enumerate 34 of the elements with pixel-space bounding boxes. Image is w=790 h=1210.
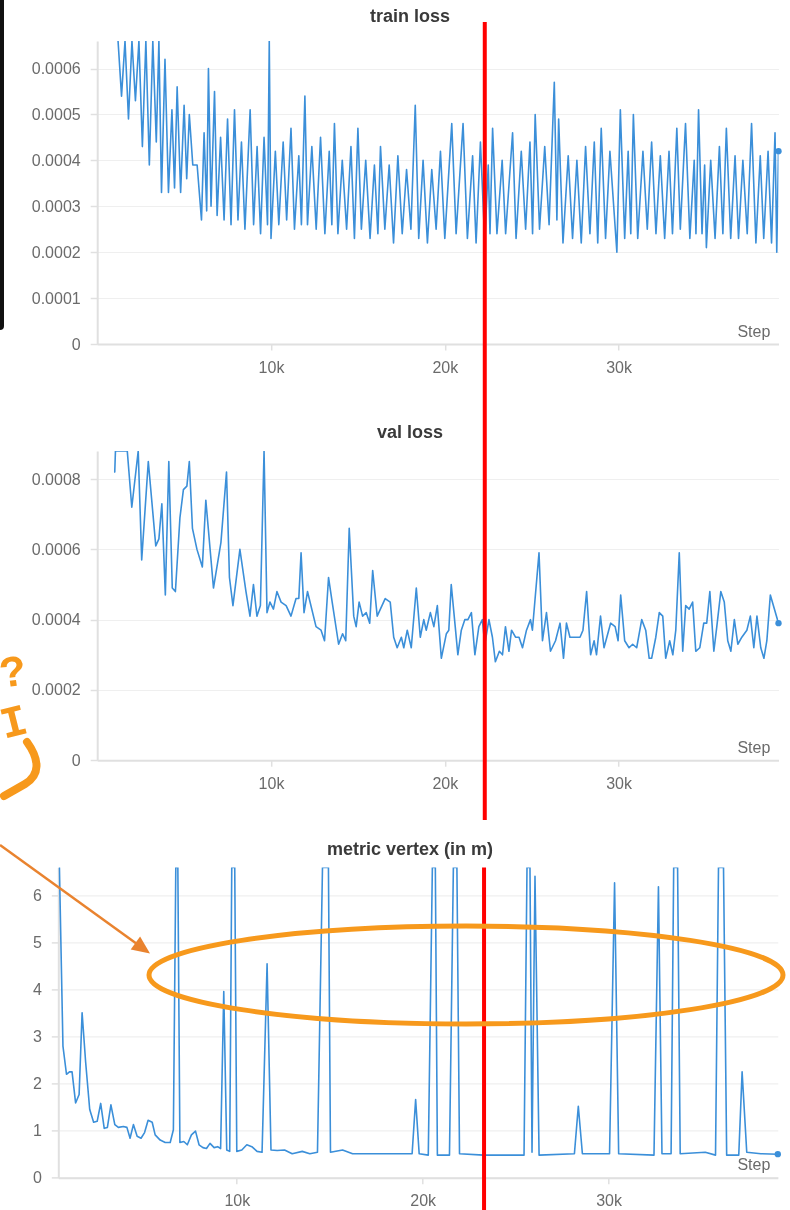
y-tick-label: 0 [71, 335, 81, 353]
y-tick-label: 0 [32, 1169, 42, 1187]
y-tick-label: 0.0002 [31, 243, 81, 261]
x-axis-title: Step [737, 322, 771, 340]
y-tick-label: 0.0004 [31, 611, 81, 629]
x-tick-label: 30k [596, 1192, 624, 1210]
chart-title: train loss [369, 6, 451, 26]
chart-title: val loss [376, 422, 444, 442]
x-tick-label: 20k [432, 358, 460, 376]
y-tick-label: 0.0008 [31, 470, 81, 488]
x-tick-label: 20k [410, 1192, 438, 1210]
y-tick-label: 0.0001 [31, 289, 81, 307]
x-axis-title: Step [737, 1156, 771, 1174]
x-tick-label: 10k [258, 358, 286, 376]
y-tick-label: 4 [32, 981, 42, 999]
y-tick-label: 0.0006 [31, 60, 81, 78]
y-tick-label: 0.0003 [31, 197, 81, 215]
y-tick-label: 0.0002 [31, 681, 81, 699]
y-tick-label: 0.0004 [31, 151, 81, 169]
y-tick-label: 0.0005 [31, 105, 81, 123]
y-tick-label: 3 [32, 1028, 42, 1046]
x-tick-label: 30k [606, 774, 633, 792]
y-tick-label: 2 [32, 1075, 42, 1093]
y-tick-label: 0 [71, 751, 81, 769]
x-axis-title: Step [737, 738, 771, 756]
y-tick-label: 5 [32, 934, 42, 952]
x-tick-label: 20k [432, 774, 460, 792]
y-tick-label: 6 [32, 887, 42, 905]
y-tick-label: 0.0006 [31, 540, 81, 558]
y-tick-label: 1 [32, 1122, 42, 1140]
x-tick-label: 10k [258, 774, 286, 792]
x-tick-label: 10k [224, 1192, 252, 1210]
chart-title: metric vertex (in m) [326, 839, 494, 859]
x-tick-label: 30k [606, 358, 633, 376]
